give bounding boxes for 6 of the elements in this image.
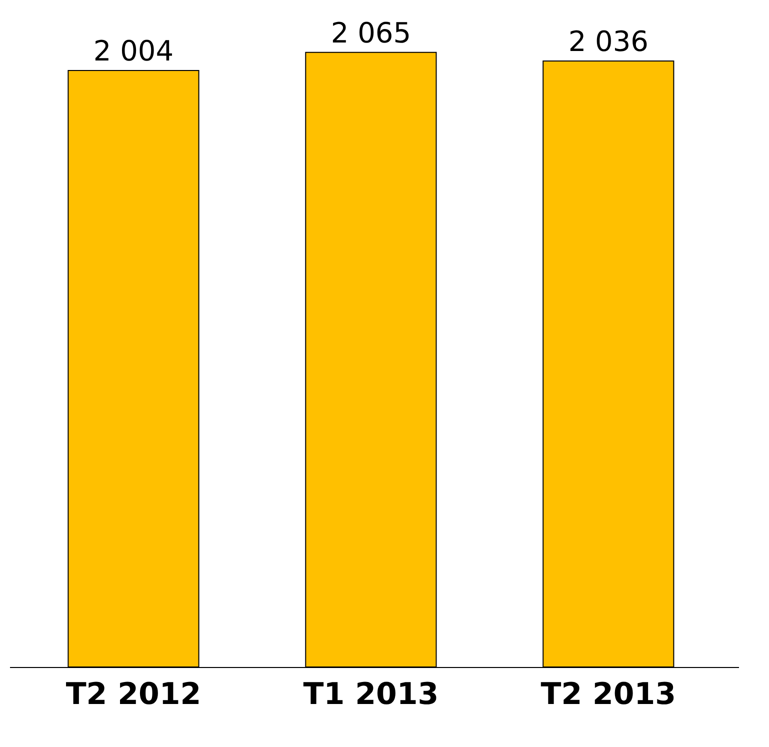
data-label: 2 004 xyxy=(93,34,174,68)
x-tick-label: T2 2013 xyxy=(540,677,676,712)
data-label: 2 036 xyxy=(568,24,648,58)
x-tick-label: T2 2012 xyxy=(66,677,202,712)
data-label: 2 065 xyxy=(330,16,412,50)
x-tick-label: T1 2013 xyxy=(303,677,439,712)
